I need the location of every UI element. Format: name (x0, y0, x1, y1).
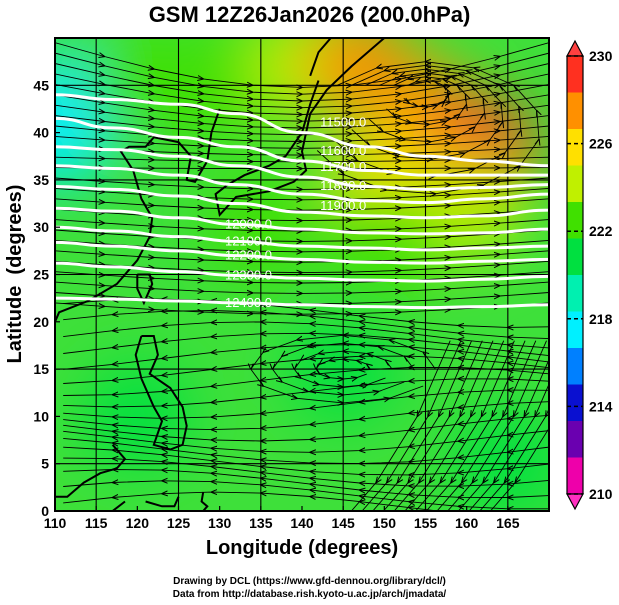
contour-line (55, 93, 549, 168)
colorbar-tick-label: 222 (589, 223, 613, 239)
x-tick-label: 130 (208, 515, 232, 531)
x-tick-label: 150 (373, 515, 397, 531)
credit-line-data-source: Data from http://database.rish.kyoto-u.a… (172, 589, 447, 600)
x-tick-label: 115 (85, 515, 108, 531)
colorbar-tick-label: 214 (589, 398, 613, 414)
y-tick-label: 30 (33, 219, 49, 235)
contour-line (55, 240, 549, 265)
x-tick-label: 120 (126, 515, 150, 531)
streamline (55, 198, 549, 210)
y-tick-label: 0 (41, 503, 49, 519)
contour-label: 11800.0 (320, 178, 366, 193)
contour-line (55, 261, 549, 283)
contour-label: 12200.0 (225, 248, 272, 263)
x-tick-label: 125 (167, 515, 191, 531)
contour-label: 11600.0 (320, 143, 366, 158)
contour-line (55, 296, 549, 310)
chart-title: GSM 12Z26Jan2026 (200.0hPa) (148, 2, 471, 27)
y-tick-label: 45 (33, 77, 49, 93)
y-tick-label: 15 (33, 361, 49, 377)
colorbar-min-extend-arrow (566, 493, 584, 511)
colorbar-max-extend-arrow (566, 39, 584, 57)
y-tick-label: 35 (33, 172, 49, 188)
contour-label: 12000.0 (225, 216, 272, 231)
height-contours (55, 93, 549, 310)
streamline (55, 229, 549, 241)
x-tick-label: 155 (414, 515, 438, 531)
x-axis-ticks: 110 115 120 125 130 135 140 145 150 155 160 165 (44, 506, 520, 531)
streamline (55, 271, 549, 283)
contour-line (55, 206, 549, 236)
colorbar-bar (566, 55, 584, 495)
x-tick-label: 135 (249, 515, 273, 531)
y-axis-ticks: 0 5 10 15 20 25 30 35 40 45 (33, 77, 60, 519)
y-tick-label: 20 (33, 314, 49, 330)
colorbar-tick-label: 218 (589, 311, 613, 327)
y-tick-label: 25 (33, 267, 49, 283)
contour-label: 11500.0 (320, 115, 366, 130)
credit-line-dcl: Drawing by DCL (https://www.gfd-dennou.o… (173, 576, 446, 587)
x-tick-label: 165 (496, 515, 520, 531)
x-tick-label: 110 (44, 515, 67, 531)
contour-line (55, 145, 549, 191)
contour-label: 12400.0 (225, 295, 272, 310)
streamline (55, 281, 549, 293)
colorbar: 210 214 218 222 226 230 (566, 39, 613, 511)
y-tick-label: 10 (33, 408, 49, 424)
y-tick-label: 5 (41, 456, 49, 472)
streamline (251, 335, 436, 403)
contour-label: 12100.0 (225, 233, 272, 248)
contour-label: 12300.0 (225, 267, 272, 282)
contour-label: 11900.0 (320, 198, 366, 213)
y-axis-title: Latitude (degrees) (4, 185, 26, 364)
contour-line (55, 225, 549, 252)
wind-streamlines (55, 42, 549, 511)
colorbar-tick-label: 210 (589, 486, 613, 502)
contour-line (55, 185, 549, 220)
gridlines (55, 38, 549, 511)
x-tick-label: 145 (331, 515, 355, 531)
x-axis-title: Longitude (degrees) (206, 537, 398, 559)
contour-line (55, 164, 549, 205)
streamline (55, 250, 549, 262)
x-tick-label: 140 (290, 515, 314, 531)
colorbar-tick-label: 230 (589, 48, 613, 64)
y-tick-label: 40 (33, 125, 49, 141)
streamline (490, 341, 549, 511)
colorbar-tick-label: 226 (589, 136, 613, 152)
contour-line (55, 116, 549, 177)
x-tick-label: 160 (455, 515, 479, 531)
streamline (55, 219, 549, 231)
contour-label: 11700.0 (320, 159, 366, 174)
